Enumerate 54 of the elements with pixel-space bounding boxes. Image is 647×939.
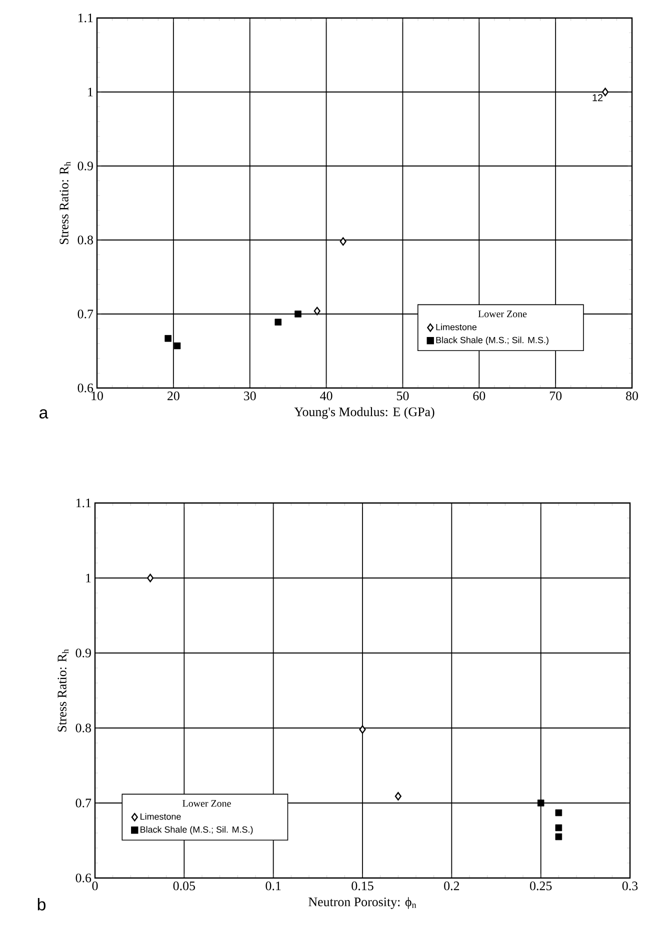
point bbox=[602, 88, 609, 96]
y-tick-label: 0.8 bbox=[76, 724, 91, 732]
y-axis-title: Stress Ratio: R$_{h}$ bbox=[58, 649, 68, 732]
legend-title: Lower Zone bbox=[478, 310, 527, 318]
x-tick-label: 20 bbox=[168, 392, 180, 400]
annotation: 12 bbox=[592, 94, 603, 102]
x-tick-label: 0.2 bbox=[444, 882, 460, 890]
y-tick-label: 0.8 bbox=[78, 236, 93, 244]
x-tick-label: 0.25 bbox=[530, 882, 552, 890]
legend-label: Black Shale (M.S.; Sil. M.S.) bbox=[436, 336, 548, 345]
y-tick-label: 1.1 bbox=[78, 14, 93, 22]
point bbox=[274, 318, 282, 326]
point bbox=[359, 725, 366, 734]
legend-label: Limestone bbox=[140, 813, 181, 820]
x-tick-label: 30 bbox=[244, 392, 256, 400]
legend-title: Lower Zone bbox=[182, 800, 231, 807]
x-tick-label: 0 bbox=[92, 882, 98, 890]
legend-label: Limestone bbox=[436, 324, 477, 330]
x-tick-label: 40 bbox=[320, 392, 332, 400]
y-axis-title: Stress Ratio: R$_{h}$ bbox=[60, 162, 70, 244]
point bbox=[146, 574, 154, 582]
point bbox=[314, 306, 320, 316]
y-tick-label: 0.7 bbox=[76, 798, 92, 808]
point bbox=[555, 833, 562, 840]
point bbox=[555, 824, 562, 832]
point bbox=[174, 342, 181, 350]
point bbox=[294, 310, 302, 318]
point bbox=[164, 335, 172, 342]
y-tick-label: 0.6 bbox=[76, 874, 92, 882]
y-tick-label: 0.7 bbox=[78, 310, 94, 318]
point bbox=[340, 237, 346, 246]
y-tick-label: 1.1 bbox=[76, 498, 91, 508]
point bbox=[394, 792, 402, 800]
text: a bbox=[40, 409, 48, 419]
y-tick-label: 1 bbox=[86, 574, 91, 582]
point bbox=[555, 809, 562, 816]
x-tick-label: 0.05 bbox=[173, 882, 195, 890]
x-tick-label: 10 bbox=[92, 392, 103, 400]
text: b bbox=[38, 898, 46, 910]
legend-label: Black Shale (M.S.; Sil. M.S.) bbox=[140, 826, 253, 834]
y-tick-label: 0.9 bbox=[78, 162, 93, 170]
y-tick-label: 0.9 bbox=[76, 648, 91, 658]
x-tick-label: 0.3 bbox=[622, 882, 638, 890]
x-tick-label: 80 bbox=[626, 392, 638, 400]
x-tick-label: 0.1 bbox=[266, 882, 281, 890]
x-tick-label: 0.15 bbox=[352, 882, 374, 890]
x-axis-title: Neutron Porosity: ϕ$_{n}$ bbox=[308, 897, 416, 909]
x-tick-label: 60 bbox=[473, 392, 486, 400]
y-tick-label: 1 bbox=[88, 88, 93, 96]
y-tick-label: 0.6 bbox=[78, 384, 94, 392]
x-axis-title: Young's Modulus: E (GPa) bbox=[294, 407, 434, 419]
x-tick-label: 50 bbox=[396, 392, 409, 400]
point bbox=[537, 800, 544, 806]
x-tick-label: 70 bbox=[550, 392, 562, 400]
